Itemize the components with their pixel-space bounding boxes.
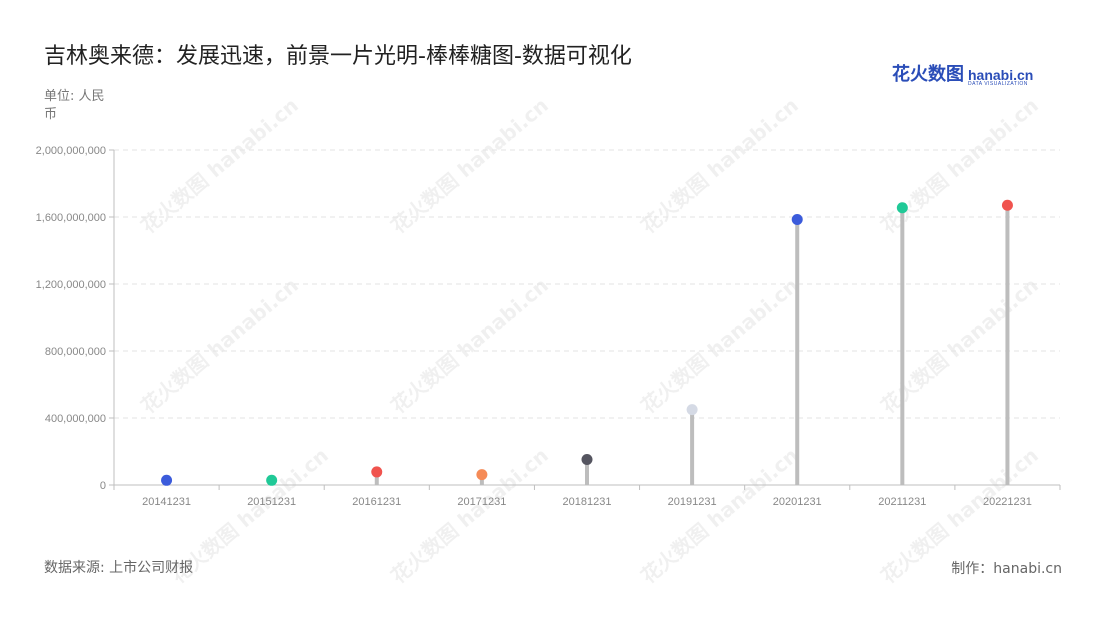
logo-sub-text: DATA VISUALIZATION: [968, 81, 1028, 87]
logo-en-text: hanabi.cn: [968, 67, 1034, 83]
x-tick-label: 20211231: [878, 496, 926, 508]
lollipop-dot: [161, 474, 173, 486]
y-tick-label: 2,000,000,000: [36, 145, 106, 157]
y-tick-label: 1,200,000,000: [36, 279, 106, 291]
chart-title: 吉林奥来德：发展迅速，前景一片光明-棒棒糖图-数据可视化: [44, 44, 632, 69]
x-tick-label: 20191231: [668, 496, 717, 508]
lollipop-dot: [266, 474, 278, 486]
x-tick-label: 20161231: [352, 496, 401, 508]
x-tick-label: 20171231: [457, 496, 506, 508]
lollipop-dot: [476, 469, 488, 481]
x-tick-label: 20201231: [773, 496, 822, 508]
data-source-label: 数据来源: 上市公司财报: [44, 560, 194, 576]
lollipop-dot: [686, 404, 698, 416]
x-tick-label: 20181231: [563, 496, 612, 508]
y-tick-label: 800,000,000: [45, 346, 106, 358]
lollipop-dot: [581, 454, 593, 466]
lollipop-dot: [371, 466, 383, 478]
logo-en-block: hanabi.cn DATA VISUALIZATION: [968, 68, 1033, 87]
maker-label: 制作：hanabi.cn: [951, 561, 1062, 577]
x-tick-label: 20221231: [983, 496, 1032, 508]
x-tick-label: 20151231: [247, 496, 296, 508]
y-tick-label: 400,000,000: [45, 413, 106, 425]
lollipop-dot: [896, 202, 908, 214]
x-tick-label: 20141231: [142, 496, 191, 508]
y-tick-label: 1,600,000,000: [36, 212, 106, 224]
logo-cn-text: 花火数图: [892, 64, 964, 85]
unit-label: 单位: 人民币: [44, 89, 105, 122]
lollipop-dot: [1001, 199, 1013, 211]
brand-logo: 花火数图 hanabi.cn DATA VISUALIZATION: [892, 60, 1033, 87]
y-tick-label: 0: [100, 480, 106, 492]
lollipop-dot: [791, 214, 803, 226]
